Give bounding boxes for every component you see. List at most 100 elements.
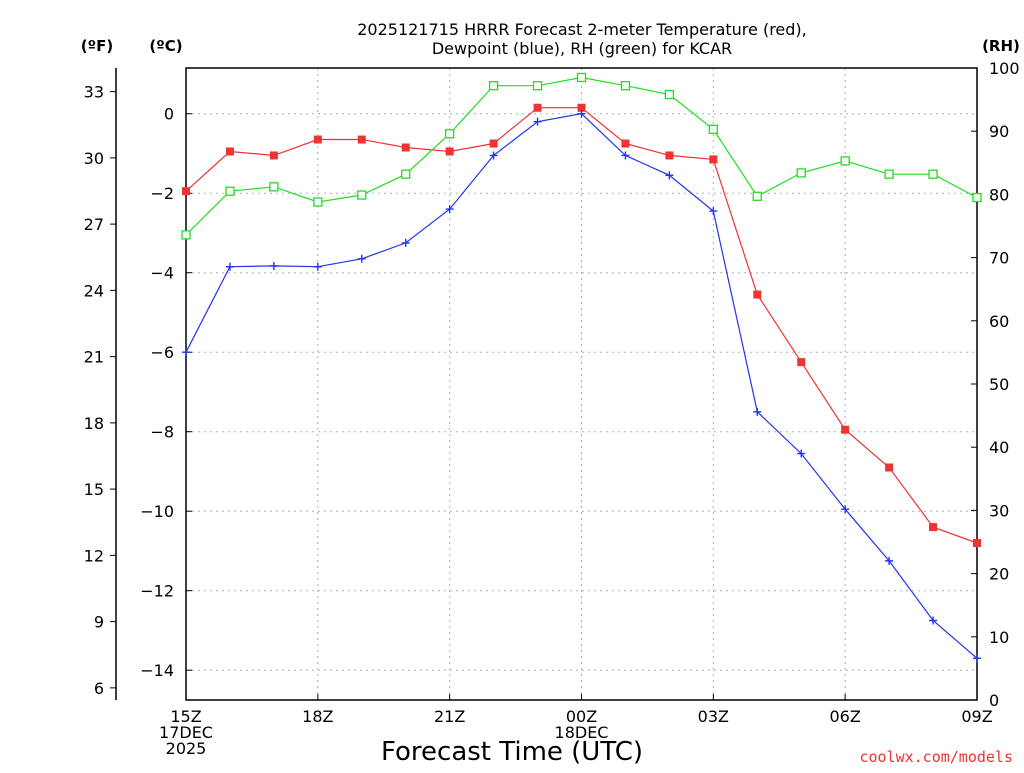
rh-point xyxy=(708,124,718,134)
x-tick-label: 03Z xyxy=(698,707,729,726)
temperature-point xyxy=(182,187,190,196)
rh-tick-label: 100 xyxy=(989,59,1020,78)
dewpoint-point xyxy=(885,556,894,565)
rh-point xyxy=(752,191,762,201)
celsius-tick-label: −2 xyxy=(150,184,174,203)
temperature-point xyxy=(929,523,938,532)
chart-title-line2: Dewpoint (blue), RH (green) for KCAR xyxy=(432,39,732,58)
rh-point xyxy=(401,169,411,179)
celsius-tick-label: −4 xyxy=(150,264,174,283)
temperature-point xyxy=(621,139,630,148)
dewpoint-point xyxy=(269,261,278,270)
fahrenheit-tick-label: 15 xyxy=(84,480,104,499)
rh-point xyxy=(928,169,938,179)
rh-point xyxy=(972,192,982,203)
dewpoint-point xyxy=(357,254,366,263)
rh-tick-label: 40 xyxy=(989,438,1009,457)
rh-tick-label: 30 xyxy=(989,501,1009,520)
x-tick-label: 15Z xyxy=(170,707,201,726)
celsius-tick-label: −6 xyxy=(150,343,174,362)
watermark: coolwx.com/models xyxy=(859,748,1013,766)
x-tick-label: 18DEC xyxy=(555,723,609,742)
dewpoint-point xyxy=(665,171,674,180)
rh-tick-label: 70 xyxy=(989,249,1009,268)
temperature-point xyxy=(665,151,674,160)
x-axis-label: Forecast Time (UTC) xyxy=(381,737,643,767)
x-tick-label: 2025 xyxy=(166,739,207,758)
plot-frame xyxy=(185,67,978,701)
rh-tick-label: 10 xyxy=(989,628,1009,647)
fahrenheit-tick-label: 24 xyxy=(84,281,104,300)
fahrenheit-tick-label: 6 xyxy=(94,679,104,698)
celsius-tick-label: −12 xyxy=(140,582,174,601)
rh-point xyxy=(357,190,367,200)
dewpoint-point xyxy=(929,616,938,625)
rh-tick-label: 60 xyxy=(989,312,1009,331)
rh-tick-label: 20 xyxy=(989,565,1009,584)
temperature-point xyxy=(973,538,981,547)
fahrenheit-axis-unit: (ºF) xyxy=(81,37,113,55)
celsius-tick-label: −8 xyxy=(150,423,174,442)
rh-tick-label: 80 xyxy=(989,185,1009,204)
temperature-point xyxy=(269,151,278,160)
dewpoint-point xyxy=(621,151,630,160)
rh-point xyxy=(181,230,191,240)
rh-tick-label: 0 xyxy=(989,691,999,710)
temperature-point xyxy=(489,139,498,148)
temperature-point xyxy=(313,135,322,144)
temperature-point xyxy=(357,135,366,144)
fahrenheit-tick-label: 9 xyxy=(94,613,104,632)
temperature-point xyxy=(445,147,454,156)
rh-tick-label: 50 xyxy=(989,375,1009,394)
celsius-tick-label: 0 xyxy=(164,105,174,124)
fahrenheit-tick-label: 12 xyxy=(84,546,104,565)
axis-layer: 0−2−4−6−8−10−12−143330272421181512960102… xyxy=(84,59,1020,758)
rh-point xyxy=(796,168,806,178)
x-tick-label: 18Z xyxy=(302,707,333,726)
dewpoint-point xyxy=(489,151,498,160)
rh-point xyxy=(884,169,894,179)
dewpoint-point xyxy=(533,117,542,126)
rh-point xyxy=(840,156,850,166)
rh-point xyxy=(488,81,499,91)
fahrenheit-tick-label: 18 xyxy=(84,414,104,433)
temperature-point xyxy=(885,463,894,472)
fahrenheit-tick-label: 30 xyxy=(84,149,104,168)
x-tick-label: 17DEC xyxy=(159,723,213,742)
dewpoint-point xyxy=(709,207,718,216)
temperature-point xyxy=(577,103,586,112)
temperature-point xyxy=(841,425,850,434)
dewpoint-point xyxy=(973,654,981,663)
rh-line xyxy=(185,76,978,236)
rh-tick-label: 90 xyxy=(989,122,1009,141)
temperature-point xyxy=(401,143,410,152)
rh-point xyxy=(532,81,543,91)
temperature-point xyxy=(225,147,234,156)
fahrenheit-tick-label: 33 xyxy=(84,83,104,102)
temperature-point xyxy=(533,103,542,112)
x-tick-label: 09Z xyxy=(961,707,992,726)
temperature-point xyxy=(709,155,718,164)
celsius-tick-label: −10 xyxy=(140,502,174,521)
dewpoint-point xyxy=(797,449,806,458)
dewpoint-point xyxy=(401,238,410,247)
dewpoint-point xyxy=(225,262,234,271)
x-tick-label: 00Z xyxy=(566,707,597,726)
rh-point xyxy=(313,197,323,207)
dewpoint-point xyxy=(841,505,850,514)
temperature-point xyxy=(797,358,806,367)
rh-axis-unit: (RH) xyxy=(982,37,1020,55)
celsius-axis-unit: (ºC) xyxy=(149,37,182,55)
dewpoint-point xyxy=(577,109,586,118)
rh-point xyxy=(445,129,455,139)
x-tick-label: 06Z xyxy=(830,707,861,726)
rh-point xyxy=(269,182,279,192)
celsius-tick-label: −14 xyxy=(140,661,174,680)
fahrenheit-tick-label: 21 xyxy=(84,348,104,367)
series-layer xyxy=(181,72,982,663)
chart-title-line1: 2025121715 HRRR Forecast 2-meter Tempera… xyxy=(357,20,807,39)
temperature-point xyxy=(753,290,762,299)
grid-layer xyxy=(186,68,977,700)
